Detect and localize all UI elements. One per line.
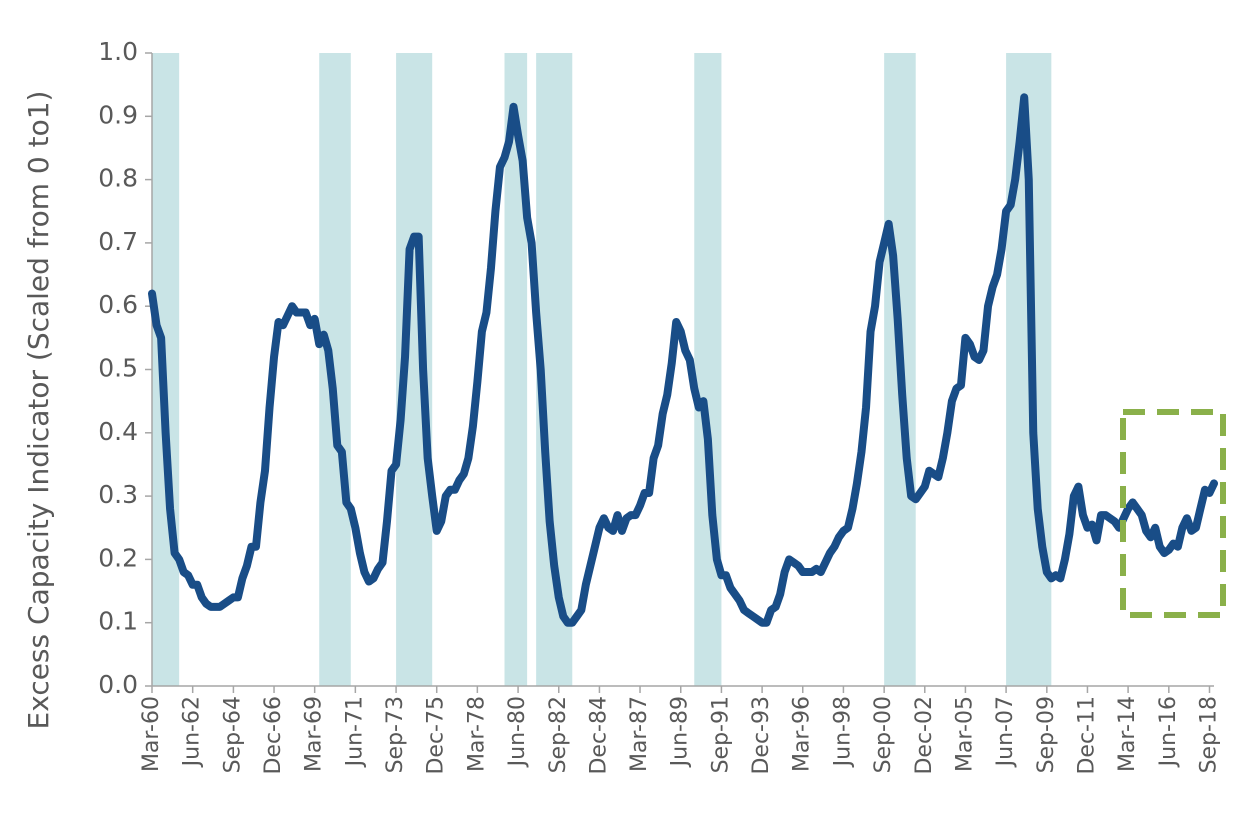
axes: 0.0 0.1 0.2 0.3 0.4 0.5 0.6 0.7 0.8 0.9 1.0 Mar-60 J… bbox=[98, 37, 1221, 775]
x-tick-label: Mar-78 bbox=[464, 696, 489, 772]
x-tick-label: Sep-00 bbox=[871, 696, 896, 773]
y-tick-label: 0.8 bbox=[98, 164, 138, 193]
x-tick-label: Sep-09 bbox=[1034, 696, 1059, 773]
x-tick-label: Mar-60 bbox=[139, 696, 164, 772]
x-tick-label: Mar-14 bbox=[1115, 696, 1140, 772]
x-tick-label: Dec-02 bbox=[912, 696, 937, 775]
x-tick-label: Sep-64 bbox=[220, 696, 245, 773]
x-tick-label: Jun-62 bbox=[180, 696, 205, 768]
x-tick-label: Dec-84 bbox=[586, 696, 611, 775]
y-tick-label: 0.5 bbox=[98, 354, 138, 383]
shaded-period bbox=[319, 53, 351, 686]
series-line bbox=[148, 93, 1218, 627]
y-tick-label: 0.1 bbox=[98, 607, 138, 636]
y-tick-label: 0.0 bbox=[98, 670, 138, 699]
y-tick-label: 0.3 bbox=[98, 480, 138, 509]
x-tick-label: Mar-69 bbox=[302, 696, 327, 772]
x-tick-label: Jun-80 bbox=[505, 696, 530, 768]
x-tick-label: Dec-11 bbox=[1074, 696, 1099, 775]
x-tick-label: Jun-07 bbox=[993, 696, 1018, 768]
shaded-period bbox=[504, 53, 528, 686]
x-tick-label: Mar-87 bbox=[627, 696, 652, 772]
x-tick-label: Jun-89 bbox=[668, 696, 693, 768]
x-tick-label: Sep-91 bbox=[708, 696, 733, 773]
y-tick-label: 0.4 bbox=[98, 417, 138, 446]
highlight-box bbox=[1120, 409, 1226, 618]
x-tick-label: Sep-73 bbox=[383, 696, 408, 773]
x-tick-label: Sep-82 bbox=[546, 696, 571, 773]
y-axis-label: Excess Capacity Indicator (Scaled from 0… bbox=[22, 91, 55, 730]
shaded-periods bbox=[152, 53, 1052, 686]
x-tick-label: Dec-93 bbox=[749, 696, 774, 775]
shaded-period bbox=[694, 53, 722, 686]
y-tick-label: 0.9 bbox=[98, 100, 138, 129]
x-tick-label: Jun-71 bbox=[342, 696, 367, 768]
series bbox=[148, 93, 1218, 627]
y-tick-label: 0.2 bbox=[98, 543, 138, 572]
x-tick-label: Dec-66 bbox=[261, 696, 286, 775]
x-tick-label: Jun-98 bbox=[830, 696, 855, 768]
y-tick-label: 0.6 bbox=[98, 290, 138, 319]
y-tick-label: 0.7 bbox=[98, 227, 138, 256]
x-tick-label: Jun-16 bbox=[1156, 696, 1181, 768]
x-tick-label: Mar-96 bbox=[790, 696, 815, 772]
x-tick-label: Dec-75 bbox=[424, 696, 449, 775]
x-tick-label: Mar-05 bbox=[952, 696, 977, 772]
y-tick-label: 1.0 bbox=[98, 37, 138, 66]
x-tick-label: Sep-18 bbox=[1196, 696, 1221, 773]
